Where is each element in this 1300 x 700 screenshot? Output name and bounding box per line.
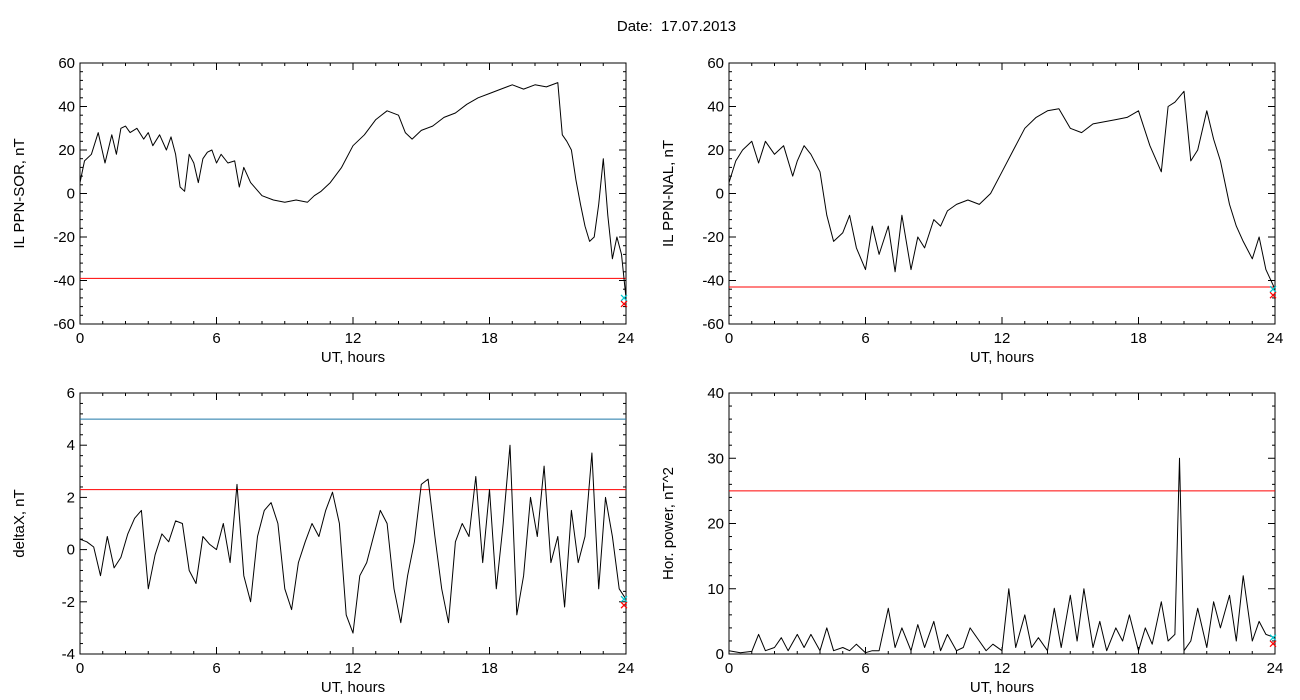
plot-frame — [79, 392, 627, 655]
series-line — [728, 90, 1276, 290]
end-marker-cyan — [1269, 634, 1277, 642]
y-tick-label: 40 — [707, 99, 724, 116]
end-marker-cyan — [1269, 285, 1277, 293]
y-tick-label: 0 — [67, 542, 75, 559]
x-tick-label: 18 — [1130, 660, 1147, 677]
end-marker-red — [1269, 640, 1277, 648]
y-tick-label: -40 — [53, 273, 75, 290]
x-tick-label: 0 — [76, 330, 84, 347]
series-line — [79, 82, 627, 298]
x-tick-label: 12 — [345, 660, 362, 677]
x-tick-label: 24 — [1267, 330, 1284, 347]
end-marker-cyan — [620, 294, 628, 302]
y-tick-label: 40 — [707, 385, 724, 402]
x-tick-label: 6 — [861, 660, 869, 677]
x-tick-label: 0 — [725, 330, 733, 347]
y-tick-label: 40 — [58, 99, 75, 116]
y-tick-label: -20 — [53, 229, 75, 246]
series-line — [728, 457, 1276, 654]
y-tick-label: 0 — [716, 186, 724, 203]
x-tick-label: 6 — [861, 330, 869, 347]
y-tick-label: -20 — [702, 229, 724, 246]
plot-frame — [728, 62, 1276, 325]
y-tick-label: 10 — [707, 581, 724, 598]
y-tick-label: 20 — [707, 516, 724, 533]
plot-frame — [79, 62, 627, 325]
x-tick-label: 18 — [481, 660, 498, 677]
plot-frame — [728, 392, 1276, 655]
x-axis-label: UT, hours — [321, 679, 385, 696]
y-tick-label: 60 — [707, 55, 724, 72]
x-tick-label: 24 — [618, 660, 635, 677]
y-tick-label: -40 — [702, 273, 724, 290]
x-axis-label: UT, hours — [321, 349, 385, 366]
y-tick-label: -60 — [53, 316, 75, 333]
panel-hor-power: 0 6 12 18 24 0 10 20 30 40 UT, hours Hor. power, nT… — [660, 385, 1283, 696]
x-tick-label: 18 — [481, 330, 498, 347]
y-tick-label: 0 — [67, 186, 75, 203]
end-marker-red — [620, 601, 628, 609]
y-axis-label: deltaX, nT — [11, 489, 28, 557]
x-tick-label: 0 — [76, 660, 84, 677]
page-title: Date: 17.07.2013 — [616, 18, 737, 35]
y-axis-label: IL PPN-SOR, nT — [11, 138, 28, 248]
y-axis-label: Hor. power, nT^2 — [660, 467, 677, 580]
x-tick-label: 12 — [994, 660, 1011, 677]
x-tick-label: 24 — [1267, 660, 1284, 677]
x-tick-label: 6 — [212, 330, 220, 347]
y-tick-label: 20 — [58, 142, 75, 159]
x-tick-label: 12 — [994, 330, 1011, 347]
panel-il-ppn-nal: 0 6 12 18 24 -60 -40 -20 0 20 40 60 UT, hours IL PPN-… — [660, 55, 1283, 366]
x-tick-label: 24 — [618, 330, 635, 347]
y-tick-label: 20 — [707, 142, 724, 159]
series-line — [79, 444, 627, 634]
y-tick-label: 6 — [67, 385, 75, 402]
x-tick-label: 12 — [345, 330, 362, 347]
y-tick-label: 30 — [707, 450, 724, 467]
panel-il-ppn-sor: 0 6 12 18 24 -60 -40 -20 0 20 40 60 UT, hours IL PPN-… — [11, 55, 634, 366]
x-tick-label: 18 — [1130, 330, 1147, 347]
y-tick-label: 4 — [67, 437, 75, 454]
y-tick-label: -4 — [62, 646, 75, 663]
y-tick-label: 60 — [58, 55, 75, 72]
x-axis-label: UT, hours — [970, 679, 1034, 696]
x-tick-label: 6 — [212, 660, 220, 677]
y-tick-label: -60 — [702, 316, 724, 333]
y-tick-label: -2 — [62, 594, 75, 611]
x-axis-label: UT, hours — [970, 349, 1034, 366]
y-tick-label: 2 — [67, 489, 75, 506]
end-marker-cyan — [620, 595, 628, 603]
end-marker-red — [620, 300, 628, 308]
y-tick-label: 0 — [716, 646, 724, 663]
y-axis-label: IL PPN-NAL, nT — [660, 140, 677, 247]
x-tick-label: 0 — [725, 660, 733, 677]
end-marker-red — [1269, 291, 1277, 299]
